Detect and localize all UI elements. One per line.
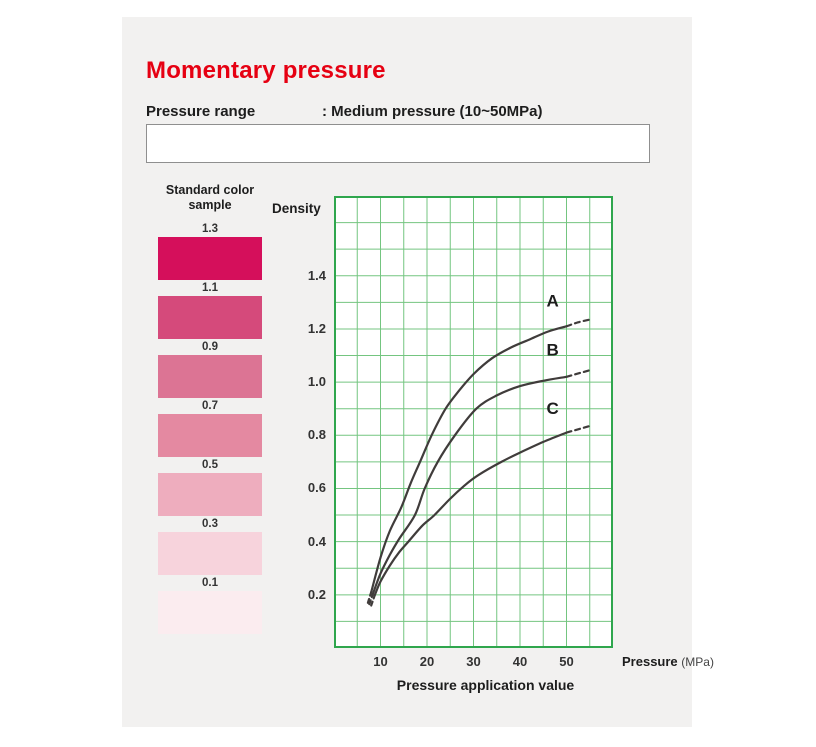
- curve-A-dashed-start: [366, 591, 373, 604]
- note-box: [146, 124, 650, 163]
- x-axis-unit-paren: (MPa): [681, 655, 714, 669]
- chart-plot-area: A B C: [334, 196, 613, 648]
- swatch-group: 0.5: [158, 457, 262, 516]
- y-tick-label: 0.6: [307, 480, 326, 496]
- swatch-density-label: 0.1: [202, 577, 218, 589]
- x-tick-label: 40: [512, 654, 528, 669]
- pressure-density-chart: A B C: [334, 196, 613, 648]
- content-panel: Momentary pressure Pressure range : Medi…: [122, 17, 714, 727]
- y-tick-label: 1.0: [307, 374, 326, 390]
- y-tick-label: 0.4: [307, 533, 326, 549]
- y-tick-label: 0.8: [307, 427, 326, 443]
- swatch-list: 1.3 1.1 0.9 0.7 0.5 0.3 0.1: [158, 221, 262, 634]
- curve-A-dashed-end: [565, 318, 591, 328]
- swatch-density-label: 0.5: [202, 459, 218, 471]
- x-tick-label: 50: [559, 654, 574, 669]
- color-swatch: [158, 237, 262, 280]
- plot-border: [334, 196, 613, 648]
- swatch-group: 0.3: [158, 516, 262, 575]
- color-swatch: [158, 355, 262, 398]
- swatch-density-label: 0.3: [202, 518, 218, 530]
- y-axis-title: Density: [272, 201, 321, 216]
- page-title: Momentary pressure: [146, 57, 386, 84]
- curve-C-dashed-end: [565, 424, 591, 434]
- swatch-density-label: 1.1: [202, 282, 218, 294]
- color-swatch: [158, 591, 262, 634]
- x-tick-label: 30: [466, 654, 481, 669]
- pressure-range-label: Pressure range: [146, 103, 256, 120]
- curve-B-solid: [371, 375, 568, 596]
- x-axis-title: Pressure application value: [396, 677, 575, 693]
- x-tick-label: 20: [419, 654, 435, 669]
- color-swatch: [158, 296, 262, 339]
- color-swatch: [158, 414, 262, 457]
- y-tick-label: 1.2: [307, 320, 326, 336]
- pressure-range-value: : Medium pressure (10~50MPa): [322, 103, 543, 120]
- y-tick-label: 0.2: [307, 586, 326, 602]
- swatch-density-label: 0.9: [202, 341, 218, 353]
- curve-C-solid: [373, 431, 568, 596]
- color-swatch: [158, 532, 262, 575]
- swatch-group: 1.3: [158, 221, 262, 280]
- curve-C-dashed-start: [370, 593, 376, 607]
- swatch-group: 0.1: [158, 575, 262, 634]
- curve-label-B: B: [546, 341, 558, 360]
- swatch-density-label: 1.3: [202, 223, 218, 235]
- x-axis-unit: Pressure (MPa): [622, 654, 714, 669]
- curve-label-A: A: [546, 291, 558, 310]
- swatch-group: 0.7: [158, 398, 262, 457]
- swatch-group: 1.1: [158, 280, 262, 339]
- swatch-density-label: 0.7: [202, 400, 218, 412]
- y-tick-label: 1.4: [307, 267, 326, 283]
- curve-B-dashed-end: [565, 369, 591, 378]
- curve-label-C: C: [546, 399, 558, 418]
- curve-B-dashed-start: [368, 593, 374, 606]
- curve-A-solid: [370, 325, 568, 594]
- standard-color-samples: Standard color sample 1.3 1.1 0.9 0.7 0.5 0.3…: [158, 183, 262, 634]
- color-swatch: [158, 473, 262, 516]
- color-samples-heading: Standard color sample: [165, 183, 255, 212]
- x-axis-unit-word: Pressure: [622, 654, 678, 669]
- x-tick-label: 10: [373, 654, 388, 669]
- swatch-group: 0.9: [158, 339, 262, 398]
